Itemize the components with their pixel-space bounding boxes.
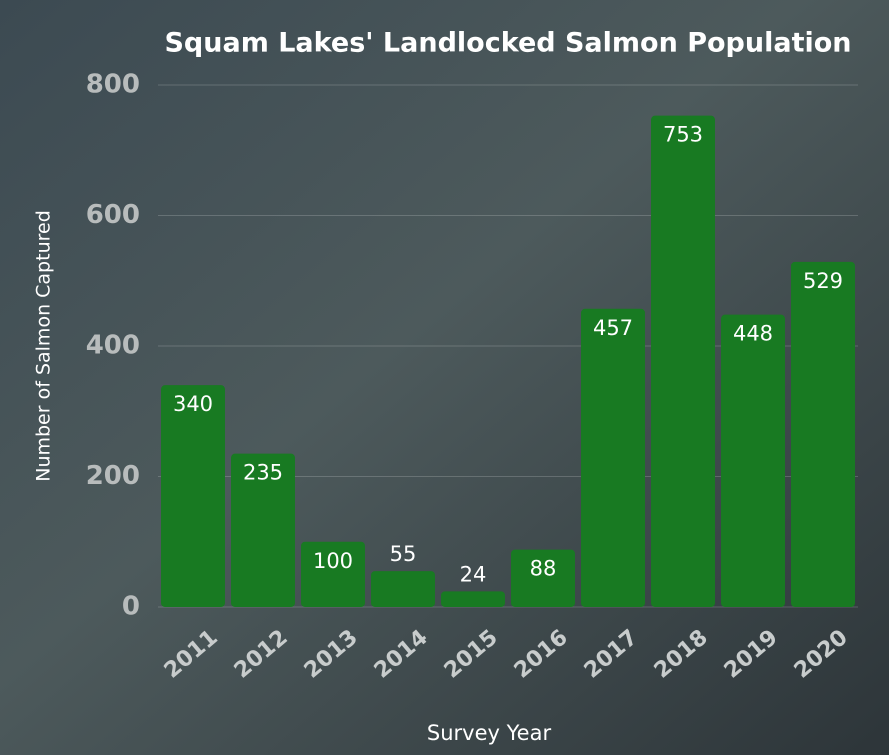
data-label: 88 [530, 557, 557, 581]
x-axis-label: Survey Year [427, 721, 552, 745]
data-label: 529 [803, 269, 843, 293]
bar [581, 309, 645, 607]
y-tick-label: 200 [86, 461, 140, 491]
bar [721, 315, 785, 607]
chart-title: Squam Lakes' Landlocked Salmon Populatio… [164, 28, 851, 59]
y-tick-label: 800 [86, 70, 140, 100]
y-tick-label: 600 [86, 200, 140, 230]
chart: Squam Lakes' Landlocked Salmon Populatio… [0, 0, 889, 755]
data-label: 448 [733, 322, 773, 346]
data-label: 753 [663, 123, 703, 147]
y-axis-label: Number of Salmon Captured [33, 210, 55, 482]
bar [651, 116, 715, 607]
bar [161, 385, 225, 607]
data-label: 235 [243, 461, 283, 485]
data-label: 100 [313, 549, 353, 573]
y-tick-label: 400 [86, 331, 140, 361]
bar [441, 591, 505, 607]
data-label: 55 [390, 542, 417, 566]
data-label: 340 [173, 392, 213, 416]
data-label: 24 [460, 562, 487, 586]
bar [371, 571, 435, 607]
bar [791, 262, 855, 607]
data-label: 457 [593, 316, 633, 340]
y-tick-label: 0 [122, 592, 140, 622]
